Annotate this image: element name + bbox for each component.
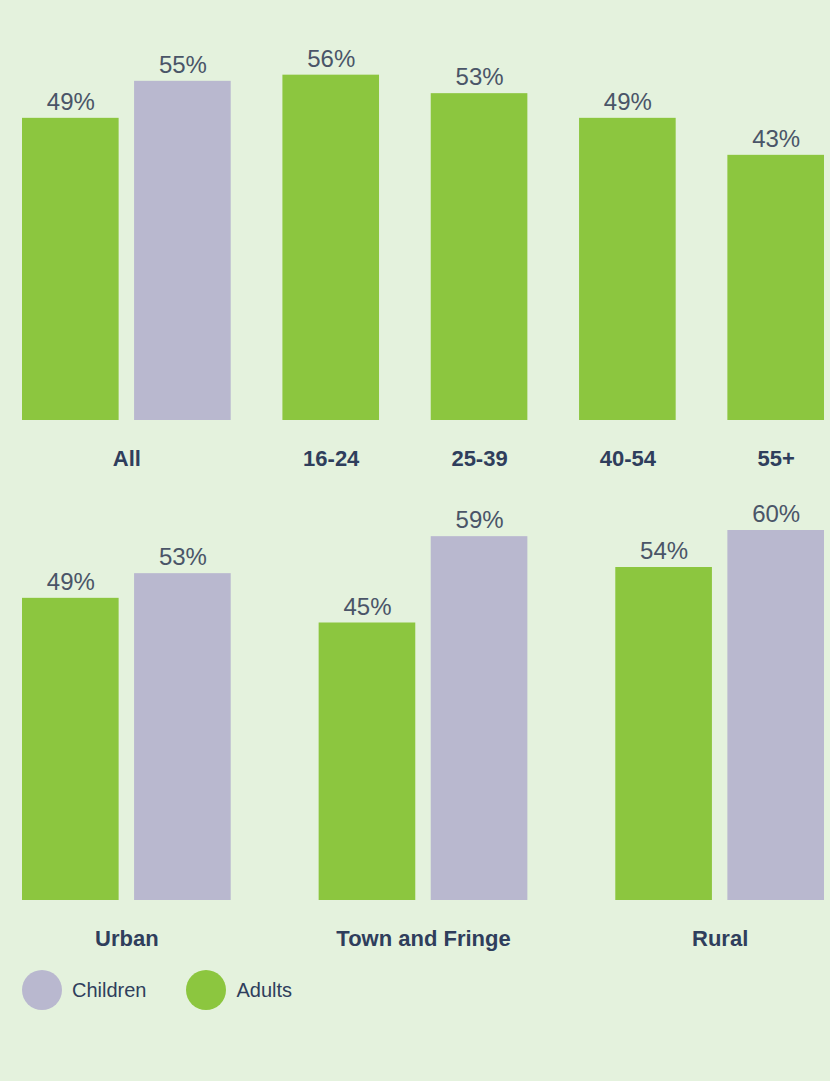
svg-text:49%: 49% — [47, 88, 95, 115]
svg-text:45%: 45% — [343, 593, 391, 620]
svg-text:16-24: 16-24 — [303, 446, 360, 471]
svg-text:53%: 53% — [456, 63, 504, 90]
svg-text:Urban: Urban — [95, 926, 159, 951]
svg-text:59%: 59% — [456, 506, 504, 533]
svg-text:54%: 54% — [640, 537, 688, 564]
svg-text:All: All — [113, 446, 141, 471]
svg-text:Town and Fringe: Town and Fringe — [336, 926, 510, 951]
svg-text:40-54: 40-54 — [600, 446, 657, 471]
html-text:Adults: Adults — [236, 978, 293, 1001]
svg-text:55+: 55+ — [758, 446, 795, 471]
html-text:Children: Children — [72, 978, 147, 1001]
svg-text:49%: 49% — [604, 88, 652, 115]
svg-text:53%: 53% — [159, 543, 207, 570]
svg-text:49%: 49% — [47, 568, 95, 595]
svg-text:Rural: Rural — [692, 926, 748, 951]
svg-text:56%: 56% — [307, 45, 355, 72]
svg-text:43%: 43% — [752, 125, 800, 152]
svg-text:60%: 60% — [752, 500, 800, 527]
svg-text:55%: 55% — [159, 51, 207, 78]
svg-text:25-39: 25-39 — [451, 446, 507, 471]
